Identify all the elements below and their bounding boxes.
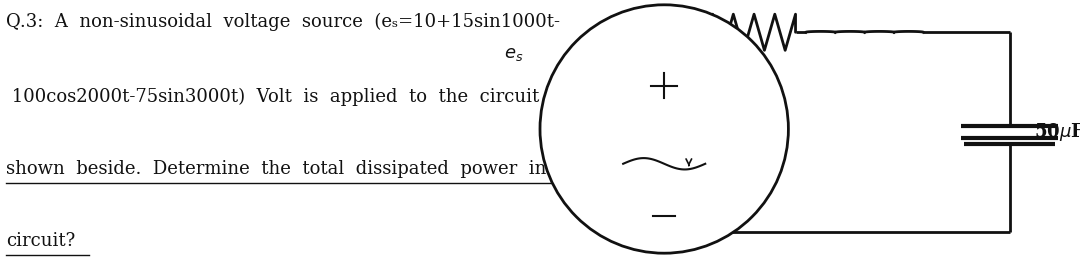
- Text: shown  beside.  Determine  the  total  dissipated  power  in  the: shown beside. Determine the total dissip…: [6, 160, 588, 178]
- Text: circuit?: circuit?: [6, 232, 76, 250]
- Text: Q.3:  A  non-sinusoidal  voltage  source  (eₛ=10+15sin1000t-: Q.3: A non-sinusoidal voltage source (eₛ…: [6, 13, 561, 31]
- Text: 100cos2000t-75sin3000t)  Volt  is  applied  to  the  circuit: 100cos2000t-75sin3000t) Volt is applied …: [6, 88, 540, 106]
- Text: $e_s$: $e_s$: [504, 45, 524, 63]
- Text: 50$\mu$F: 50$\mu$F: [1034, 121, 1080, 143]
- Text: 5mH: 5mH: [840, 0, 889, 4]
- Text: 5$\Omega$: 5$\Omega$: [725, 0, 753, 4]
- Ellipse shape: [540, 5, 788, 253]
